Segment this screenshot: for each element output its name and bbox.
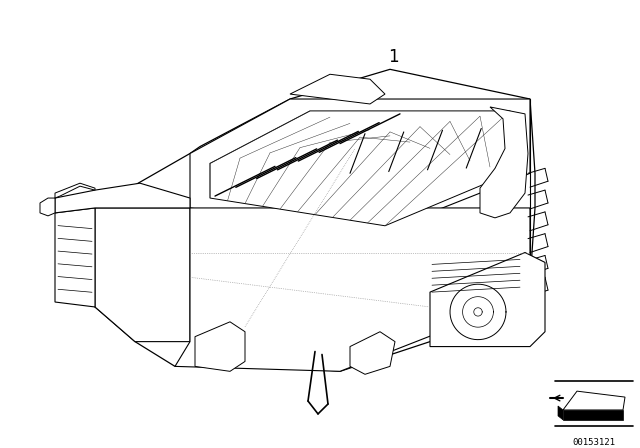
Polygon shape — [40, 198, 55, 216]
Polygon shape — [480, 107, 528, 218]
Polygon shape — [210, 111, 510, 226]
Polygon shape — [175, 208, 530, 371]
Text: 1: 1 — [388, 48, 398, 66]
Polygon shape — [95, 208, 190, 342]
Polygon shape — [563, 391, 625, 410]
Polygon shape — [563, 410, 623, 420]
Polygon shape — [95, 69, 535, 371]
Polygon shape — [430, 253, 545, 347]
Polygon shape — [558, 406, 563, 420]
Polygon shape — [55, 208, 95, 307]
Polygon shape — [55, 183, 190, 213]
Text: 00153121: 00153121 — [573, 438, 616, 447]
Polygon shape — [350, 332, 395, 375]
Polygon shape — [190, 99, 530, 233]
Polygon shape — [195, 322, 245, 371]
Polygon shape — [290, 74, 385, 104]
Polygon shape — [55, 183, 95, 198]
